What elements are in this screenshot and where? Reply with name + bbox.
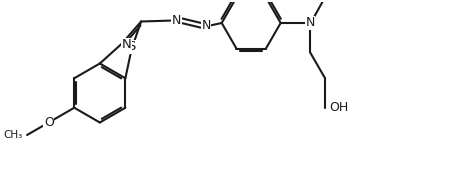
- Text: N: N: [305, 16, 315, 29]
- Text: O: O: [44, 116, 54, 129]
- Text: N: N: [201, 19, 211, 32]
- Text: OH: OH: [329, 101, 348, 114]
- Text: S: S: [128, 41, 136, 53]
- Text: CH₃: CH₃: [4, 130, 23, 140]
- Text: N: N: [122, 38, 132, 51]
- Text: N: N: [172, 14, 181, 27]
